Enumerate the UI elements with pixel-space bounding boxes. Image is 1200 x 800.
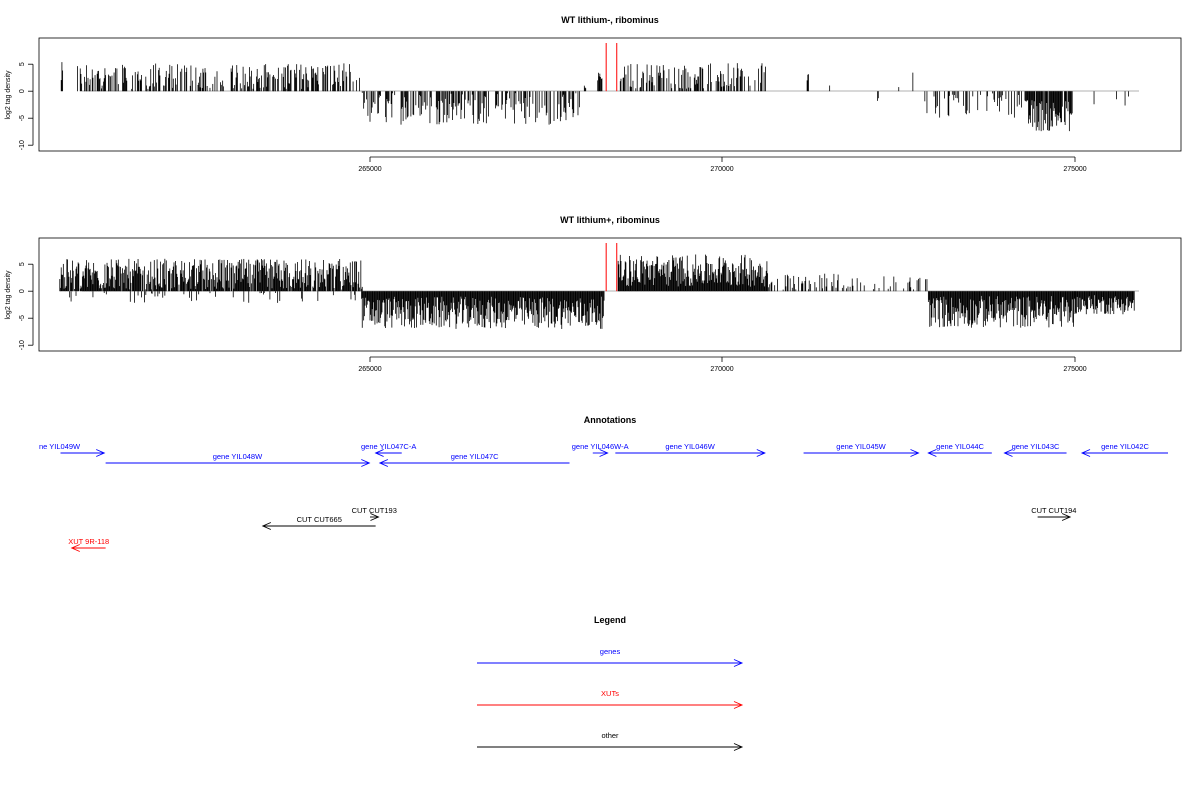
arrow-head [1003, 449, 1013, 457]
annotations-title: Annotations [584, 415, 637, 425]
y-tick-label: 0 [19, 289, 26, 293]
arrow-head [927, 449, 937, 457]
density-bars [59, 254, 1135, 329]
annotation-feature: gene YIL046W [615, 442, 766, 457]
annotation-feature: CUT CUT193 [352, 506, 397, 521]
arrow-head [361, 459, 371, 467]
annotations-section: Annotations ne YIL049W gene YIL048W gene Y… [39, 415, 1168, 552]
y-tick-label: 5 [19, 62, 26, 66]
feature-label: gene YIL046W [665, 442, 715, 451]
annotation-features: ne YIL049W gene YIL048W gene YIL047C-A gene… [39, 442, 1168, 552]
feature-label: gene YIL044C [936, 442, 984, 451]
arrow-head [374, 449, 384, 457]
annotation-feature: XUT 9R-118 [68, 537, 109, 552]
arrow-head [378, 459, 389, 467]
legend: Legend genes XUTs other [477, 615, 744, 751]
arrow-head [756, 449, 766, 457]
x-tick-label: 275000 [1063, 366, 1086, 373]
arrow-head [96, 449, 106, 457]
legend-items: genes XUTs other [477, 647, 744, 751]
annotation-feature: gene YIL044C [927, 442, 992, 457]
arrow-head [1080, 449, 1091, 457]
annotation-feature: gene YIL048W [105, 452, 371, 467]
y-axis-label: log2 tag density [5, 270, 12, 320]
annotation-feature: CUT CUT665 [261, 515, 376, 530]
y-tick-label: -10 [19, 140, 26, 150]
x-tick-label: 275000 [1063, 166, 1086, 173]
annotation-feature: ne YIL049W [39, 442, 106, 457]
annotation-feature: CUT CUT194 [1031, 506, 1076, 521]
track-panel-lithium-minus: WT lithium-, ribominus 5 0 -5 -10 log2 t… [5, 15, 1182, 173]
track-panel-lithium-plus: WT lithium+, ribominus 5 0 -5 -10 log2 t… [5, 215, 1182, 373]
feature-label: CUT CUT194 [1031, 506, 1076, 515]
arrow-head [910, 449, 920, 457]
annotation-feature: gene YIL047C-A [361, 442, 416, 457]
arrow-head [733, 743, 744, 751]
x-axis: 265000 270000 275000 [358, 156, 1087, 173]
feature-label: gene YIL047C [451, 452, 499, 461]
annotation-feature: gene YIL046W-A [572, 442, 629, 457]
arrow-head [733, 701, 744, 709]
annotation-feature: gene YIL047C [378, 452, 570, 467]
annotation-feature: gene YIL043C [1003, 442, 1067, 457]
legend-item: XUTs [477, 689, 744, 709]
annotation-feature: gene YIL042C [1080, 442, 1168, 457]
y-axis: 5 0 -5 -10 log2 tag density [5, 62, 34, 150]
y-tick-label: -5 [19, 115, 26, 121]
arrow-head [261, 522, 272, 530]
y-tick-label: 5 [19, 262, 26, 266]
arrow-head [733, 659, 744, 667]
panel-title: WT lithium+, ribominus [560, 215, 660, 225]
feature-label: XUT 9R-118 [68, 537, 109, 546]
feature-label: gene YIL043C [1012, 442, 1060, 451]
feature-label: CUT CUT193 [352, 506, 397, 515]
arrow-head [1061, 513, 1072, 521]
feature-label: CUT CUT665 [297, 515, 342, 524]
x-tick-label: 265000 [358, 366, 381, 373]
legend-label: XUTs [601, 689, 619, 698]
arrow-head [370, 513, 380, 521]
legend-label: genes [600, 647, 621, 656]
marker-lines [605, 43, 618, 92]
panel-title: WT lithium-, ribominus [561, 15, 659, 25]
feature-label: gene YIL046W-A [572, 442, 629, 451]
y-axis: 5 0 -5 -10 log2 tag density [5, 262, 34, 350]
y-tick-label: -5 [19, 315, 26, 321]
plot-frame [38, 37, 1182, 152]
feature-label: gene YIL048W [213, 452, 263, 461]
legend-item: genes [477, 647, 744, 667]
legend-label: other [601, 731, 619, 740]
feature-label: gene YIL045W [836, 442, 886, 451]
feature-label: ne YIL049W [39, 442, 81, 451]
arrow-head [70, 544, 80, 552]
density-bars [60, 62, 1129, 132]
feature-label: gene YIL042C [1101, 442, 1149, 451]
x-tick-label: 270000 [710, 166, 733, 173]
marker-lines [605, 243, 618, 292]
feature-label: gene YIL047C-A [361, 442, 416, 451]
x-tick-label: 265000 [358, 166, 381, 173]
x-tick-label: 270000 [710, 366, 733, 373]
x-axis: 265000 270000 275000 [358, 356, 1087, 373]
annotation-feature: gene YIL045W [803, 442, 920, 457]
plot-frame [38, 237, 1182, 352]
y-tick-label: -10 [19, 340, 26, 350]
arrow-head [599, 449, 609, 457]
legend-title: Legend [594, 615, 626, 625]
y-axis-label: log2 tag density [5, 70, 12, 120]
legend-item: other [477, 731, 744, 751]
y-tick-label: 0 [19, 89, 26, 93]
